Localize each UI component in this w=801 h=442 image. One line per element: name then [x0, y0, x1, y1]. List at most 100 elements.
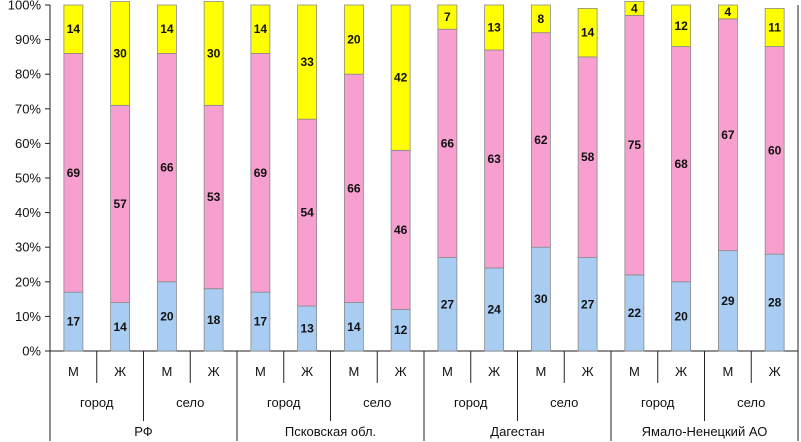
bar-value-label: 11 [768, 20, 781, 34]
bar-value-label: 13 [487, 20, 501, 34]
bar-value-label: 14 [113, 320, 127, 334]
y-tick-label: 100% [8, 0, 42, 13]
y-tick-label: 80% [15, 67, 41, 82]
sex-label: Ж [582, 364, 594, 379]
bar-value-label: 14 [347, 320, 361, 334]
bar-value-label: 8 [538, 12, 545, 26]
bar-segment [250, 4, 271, 54]
bar-value-label: 66 [441, 136, 455, 150]
bar-value-label: 66 [160, 161, 174, 175]
bar-value-label: 46 [394, 223, 408, 237]
bar-value-label: 54 [300, 206, 314, 220]
settlement-label: город [80, 395, 114, 410]
bar-value-label: 60 [768, 143, 782, 157]
bar-value-label: 53 [207, 190, 221, 204]
bar-value-label: 12 [394, 323, 408, 337]
bar-value-label: 57 [113, 197, 127, 211]
bar-value-label: 75 [628, 138, 642, 152]
y-tick-label: 40% [15, 205, 41, 220]
bar-value-label: 20 [674, 309, 688, 323]
region-label: Псковская обл. [285, 424, 376, 439]
settlement-label: село [737, 395, 765, 410]
bar-value-label: 62 [534, 133, 548, 147]
value-labels: 17 69 14 14 57 30 20 66 14 18 53 30 17 69 14 13 54 33 14 66… [67, 1, 782, 337]
y-tick-label: 30% [15, 240, 41, 255]
sex-label: М [68, 364, 79, 379]
bar-segment [624, 1, 645, 16]
bar-value-label: 63 [487, 152, 501, 166]
bar-value-label: 30 [113, 46, 127, 60]
y-tick-label: 20% [15, 274, 41, 289]
region-label: Дагестан [490, 424, 544, 439]
bar-value-label: 30 [207, 46, 221, 60]
bar-value-label: 42 [394, 71, 408, 85]
settlement-label: село [363, 395, 391, 410]
bar-value-label: 20 [160, 309, 174, 323]
sex-label: Ж [395, 364, 407, 379]
bar-segment [110, 1, 131, 106]
bar-segment [530, 4, 551, 34]
bar-value-label: 24 [487, 302, 501, 316]
bar-value-label: 14 [160, 22, 174, 36]
bar-segment [203, 1, 224, 106]
sex-label: Ж [488, 364, 500, 379]
bar-value-label: 68 [674, 157, 688, 171]
bar-value-label: 14 [67, 22, 81, 36]
bar-value-label: 4 [725, 5, 732, 19]
sex-label: М [348, 364, 359, 379]
bar-value-label: 7 [444, 10, 451, 24]
bar-value-label: 33 [300, 55, 314, 69]
settlement-label: село [176, 395, 204, 410]
sex-label: М [255, 364, 266, 379]
settlement-label: город [267, 395, 301, 410]
y-tick-label: 50% [15, 171, 41, 186]
settlement-label: город [641, 395, 675, 410]
region-label: Ямало-Ненецкий АО [642, 424, 768, 439]
bar-value-label: 66 [347, 181, 361, 195]
sex-label: Ж [301, 364, 313, 379]
bar-value-label: 12 [674, 19, 688, 33]
bar-value-label: 67 [721, 128, 735, 142]
bar-segment [437, 4, 458, 30]
bar-segment [343, 4, 364, 75]
bar-segment [484, 4, 505, 51]
bar-value-label: 29 [721, 294, 735, 308]
bar-segment [63, 4, 84, 54]
sex-label: М [161, 364, 172, 379]
y-tick-label: 10% [15, 309, 41, 324]
region-label: РФ [134, 424, 153, 439]
bar-value-label: 13 [300, 322, 314, 336]
bar-segment [577, 8, 598, 58]
bar-value-label: 4 [631, 1, 638, 15]
sex-label: Ж [208, 364, 220, 379]
sex-label: Ж [675, 364, 687, 379]
bar-value-label: 14 [254, 22, 268, 36]
bar-value-label: 69 [67, 166, 81, 180]
sex-label: Ж [769, 364, 781, 379]
bar-segment [156, 4, 177, 54]
y-tick-label: 60% [15, 136, 41, 151]
bar-value-label: 22 [628, 306, 642, 320]
bars [63, 1, 785, 352]
bar-value-label: 18 [207, 313, 221, 327]
bar-segment [764, 8, 785, 47]
sex-label: М [722, 364, 733, 379]
bar-value-label: 58 [581, 150, 595, 164]
sex-label: М [629, 364, 640, 379]
y-axis-ticks: 0% 10% 20% 30% 40% 50% 60% 70% 80% 90% 100% [8, 0, 50, 359]
bar-value-label: 17 [254, 315, 268, 329]
bar-value-label: 27 [581, 297, 595, 311]
y-tick-label: 90% [15, 32, 41, 47]
settlement-label: город [454, 395, 488, 410]
sex-label: М [535, 364, 546, 379]
bar-segment [717, 4, 738, 20]
bar-value-label: 20 [347, 33, 361, 47]
bar-value-label: 17 [67, 315, 81, 329]
y-tick-label: 0% [22, 344, 41, 359]
settlement-label: село [550, 395, 578, 410]
bar-value-label: 14 [581, 26, 595, 40]
sex-label: Ж [114, 364, 126, 379]
bar-segment [297, 4, 318, 120]
